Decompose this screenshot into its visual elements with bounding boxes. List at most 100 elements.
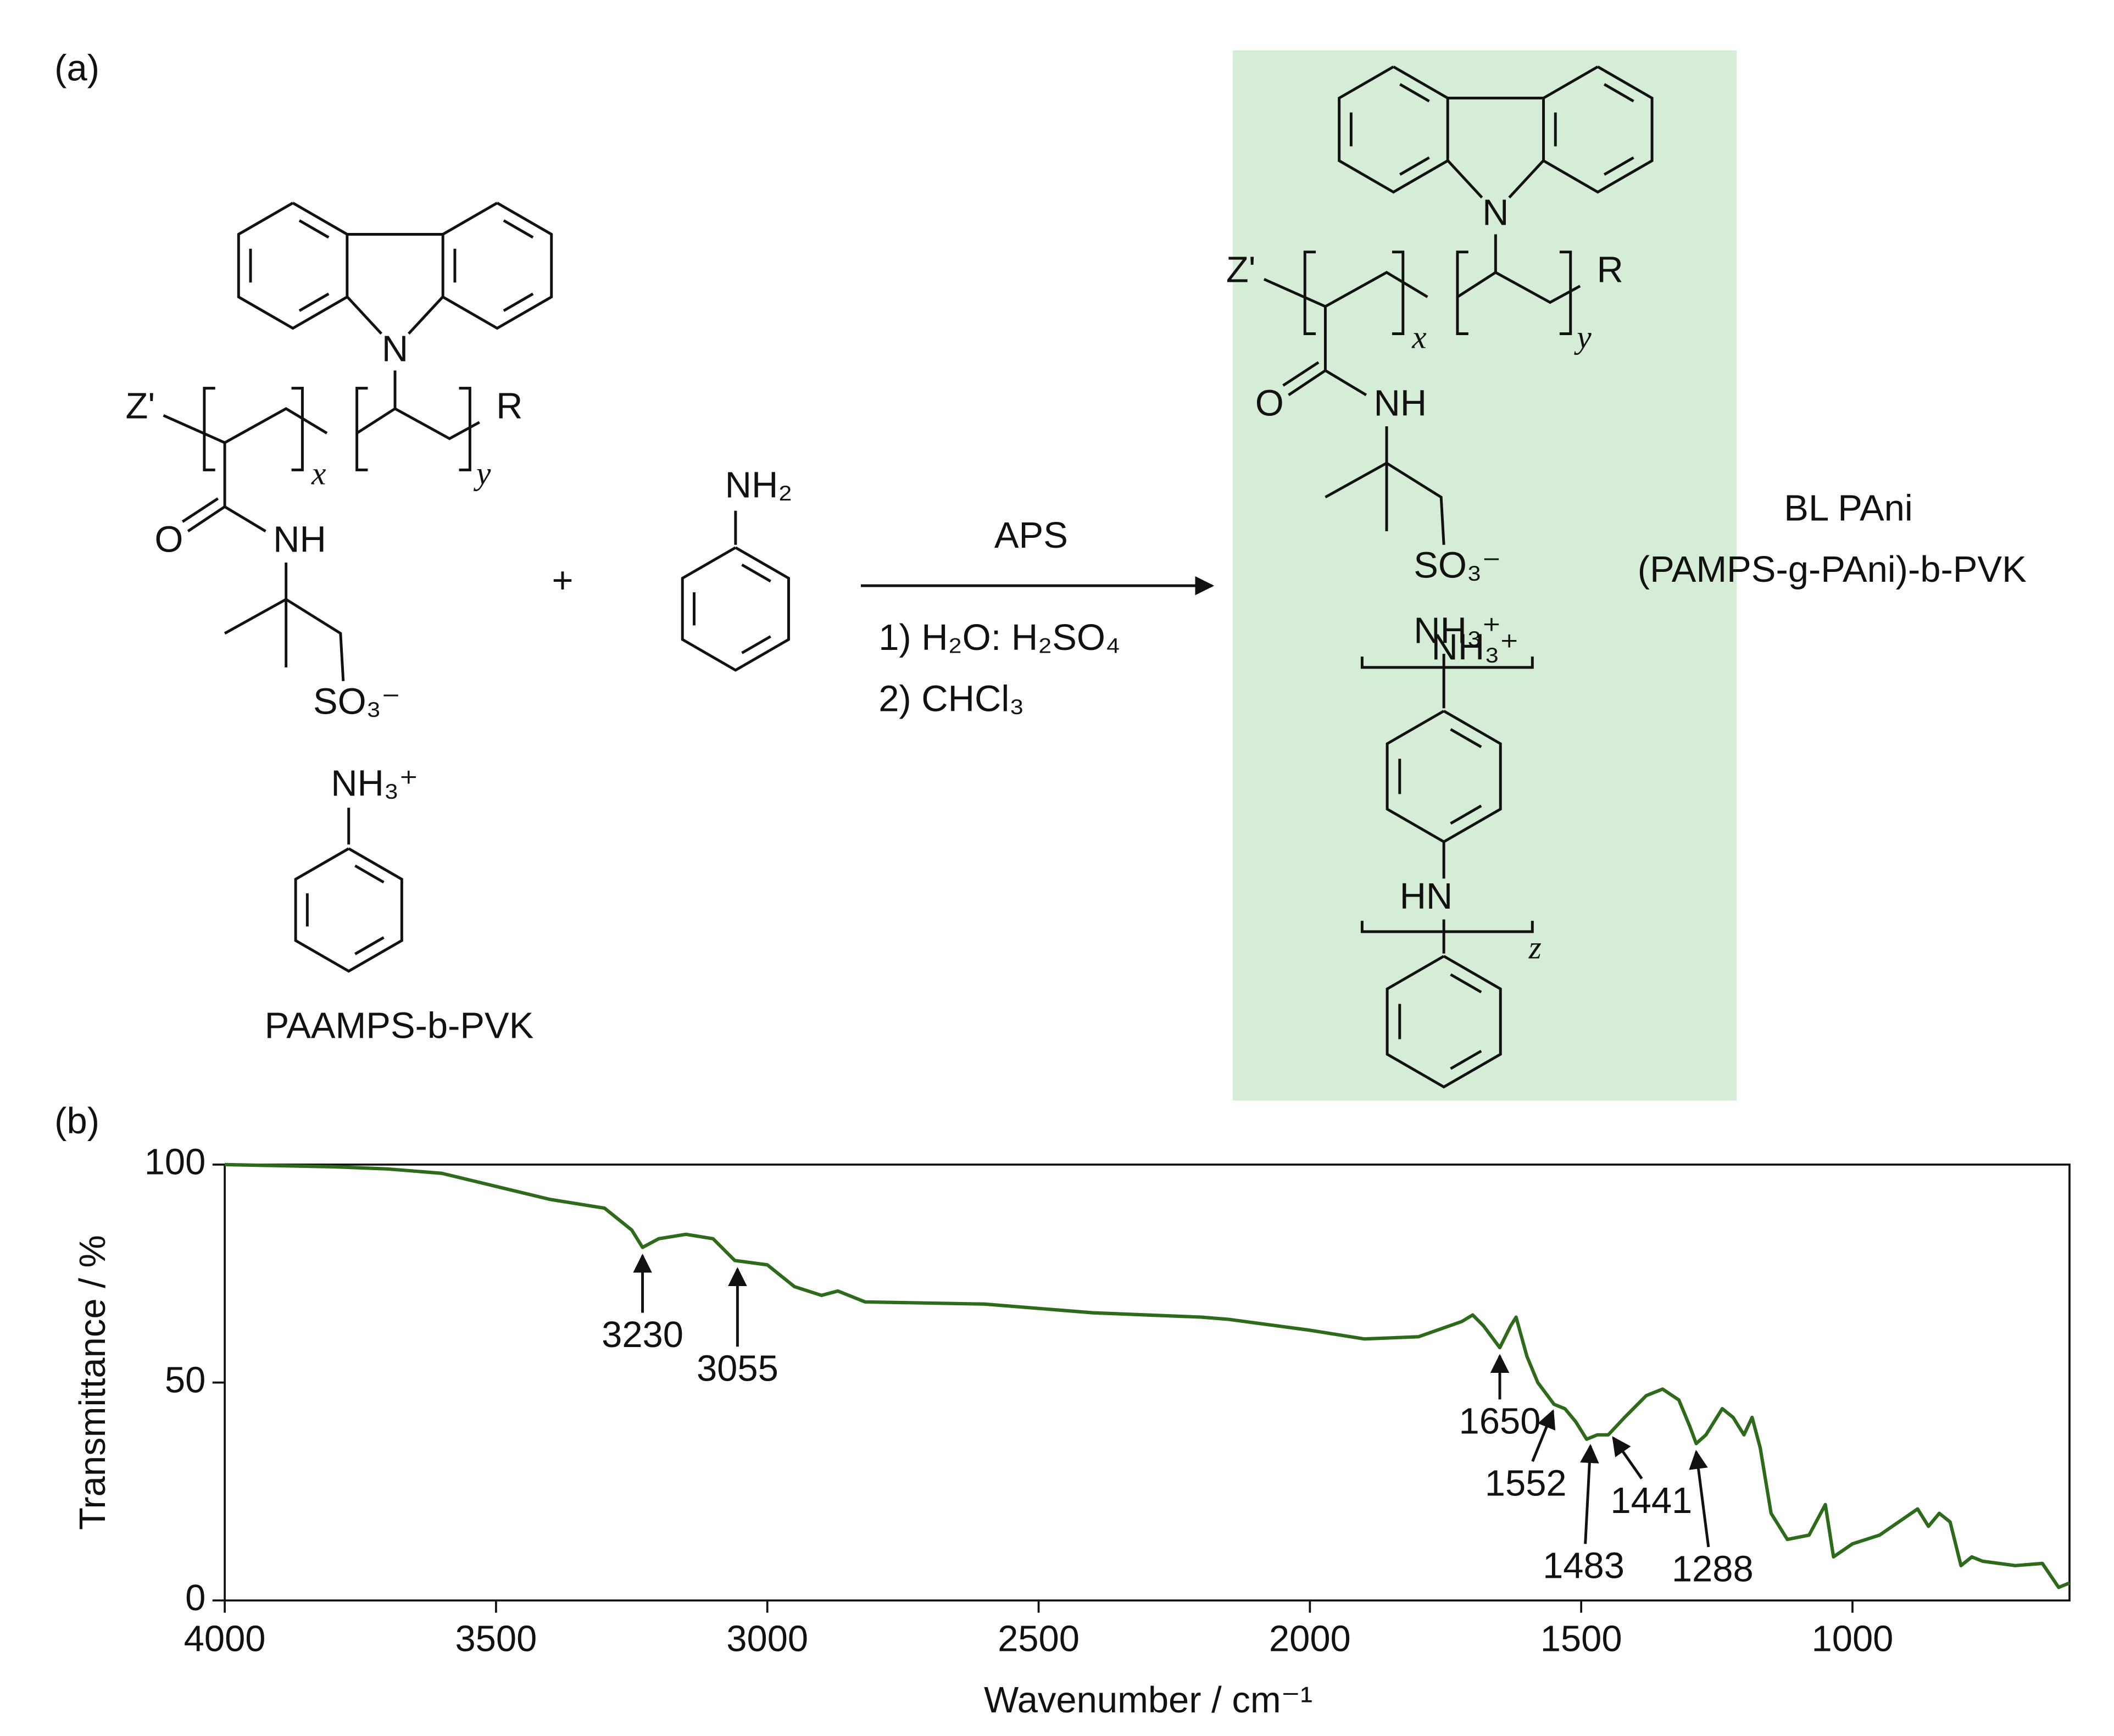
- peak-label: 1650: [1459, 1401, 1541, 1442]
- y-tick-label: 100: [144, 1142, 206, 1183]
- bond: [163, 407, 328, 444]
- bond: [1386, 955, 1502, 1089]
- bond: [1456, 251, 1468, 335]
- x-axis-label: Wavenumber / cm⁻¹: [984, 1679, 1312, 1721]
- bond: [741, 635, 771, 654]
- compound-name: BL PAni: [1784, 487, 1912, 528]
- bond: [1392, 251, 1405, 335]
- bond: [1360, 656, 1534, 669]
- condition: 2) CHCl₃: [878, 678, 1024, 720]
- bond: [291, 387, 304, 471]
- atom-label: O: [1255, 383, 1284, 424]
- bond: [1325, 461, 1445, 545]
- bond: [224, 598, 345, 681]
- bond: [459, 387, 471, 471]
- bond: [1288, 369, 1326, 397]
- bond: [681, 546, 790, 672]
- plus: +: [552, 560, 573, 601]
- bond: [1603, 83, 1634, 103]
- bond: [1263, 271, 1428, 308]
- bond: [187, 505, 226, 533]
- x-tick-label: 1500: [1540, 1618, 1622, 1659]
- compound-name: PAAMPS-b-PVK: [265, 1005, 534, 1047]
- atom-label: SO₃⁻: [1414, 545, 1501, 586]
- bond: [294, 847, 403, 973]
- bond: [1282, 361, 1320, 387]
- atom-label: Z': [1226, 249, 1256, 291]
- x-tick-label: 4000: [184, 1618, 266, 1659]
- bond: [203, 387, 215, 471]
- bond: [407, 296, 444, 335]
- bond: [741, 563, 771, 583]
- atom-label: NH₃⁺: [331, 763, 418, 804]
- bond: [503, 219, 534, 239]
- peak-arrow: [1531, 1409, 1556, 1462]
- atom-label: z: [1528, 929, 1542, 965]
- panel-label: (a): [54, 48, 99, 89]
- atom-label: NH: [1373, 383, 1427, 424]
- bond: [1325, 369, 1367, 397]
- peak-arrow: [1579, 1444, 1599, 1544]
- atom-label: x: [311, 455, 326, 491]
- reagent: APS: [994, 515, 1068, 556]
- atom-label: NH₃⁺: [1432, 626, 1519, 667]
- x-tick-label: 1000: [1811, 1618, 1893, 1659]
- peak-arrow: [1689, 1450, 1710, 1548]
- bond: [1450, 973, 1482, 994]
- y-axis-label: Transmittance / %: [72, 1235, 113, 1530]
- bond: [1450, 1049, 1482, 1070]
- spectrum-line: [225, 1162, 2071, 1589]
- atom-label: R: [1596, 249, 1623, 291]
- x-tick-label: 3000: [726, 1618, 808, 1659]
- peak-label: 1552: [1485, 1463, 1567, 1504]
- bond: [354, 936, 385, 955]
- y-tick-label: 0: [185, 1577, 205, 1618]
- atom-label: y: [474, 455, 491, 491]
- bond: [298, 219, 330, 239]
- bond: [441, 202, 553, 330]
- atom-label: N: [1482, 192, 1509, 233]
- atom-label: R: [496, 386, 522, 427]
- plot-frame: [224, 1164, 2071, 1602]
- atom-label: y: [1574, 319, 1592, 355]
- atom-label: SO₃⁻: [313, 681, 400, 722]
- product-highlight: [1232, 50, 1737, 1101]
- bond: [355, 387, 368, 471]
- x-tick-label: 3500: [455, 1618, 537, 1659]
- bond: [1450, 728, 1482, 748]
- bond: [1456, 271, 1581, 304]
- bond: [1559, 251, 1572, 335]
- atom-label: x: [1411, 319, 1426, 355]
- bond: [1399, 156, 1430, 176]
- atom-label: NH₂: [725, 464, 793, 505]
- bond: [354, 864, 385, 884]
- bond: [1508, 159, 1544, 199]
- atom-label: N: [382, 328, 408, 369]
- bond: [346, 296, 383, 335]
- y-tick-label: 50: [165, 1359, 205, 1400]
- peak-label: 1441: [1610, 1480, 1692, 1521]
- bond: [1603, 156, 1634, 176]
- bond: [181, 497, 219, 523]
- bond: [224, 505, 266, 533]
- condition: 1) H₂O: H₂SO₄: [878, 617, 1120, 658]
- bond: [237, 202, 349, 330]
- peak-label: 1483: [1543, 1545, 1625, 1587]
- bond: [1399, 83, 1430, 103]
- atom-label: NH₃⁺: [1414, 610, 1501, 652]
- compound-name: (PAMPS-g-PAni)-b-PVK: [1638, 549, 2027, 590]
- bond: [1338, 65, 1449, 194]
- molecule: N Z' Rx y O NH SO₃⁻ NH₃⁺: [126, 202, 553, 804]
- atom-label: Z': [126, 386, 155, 427]
- x-tick-label: 2000: [1269, 1618, 1351, 1659]
- bond: [1447, 159, 1483, 199]
- peak-label: 3230: [602, 1314, 683, 1355]
- atom-label: HN: [1400, 876, 1453, 917]
- x-tick-label: 2500: [998, 1618, 1080, 1659]
- peak-label: 3055: [697, 1348, 778, 1389]
- peak-arrow: [1612, 1436, 1643, 1479]
- bond: [1303, 251, 1316, 335]
